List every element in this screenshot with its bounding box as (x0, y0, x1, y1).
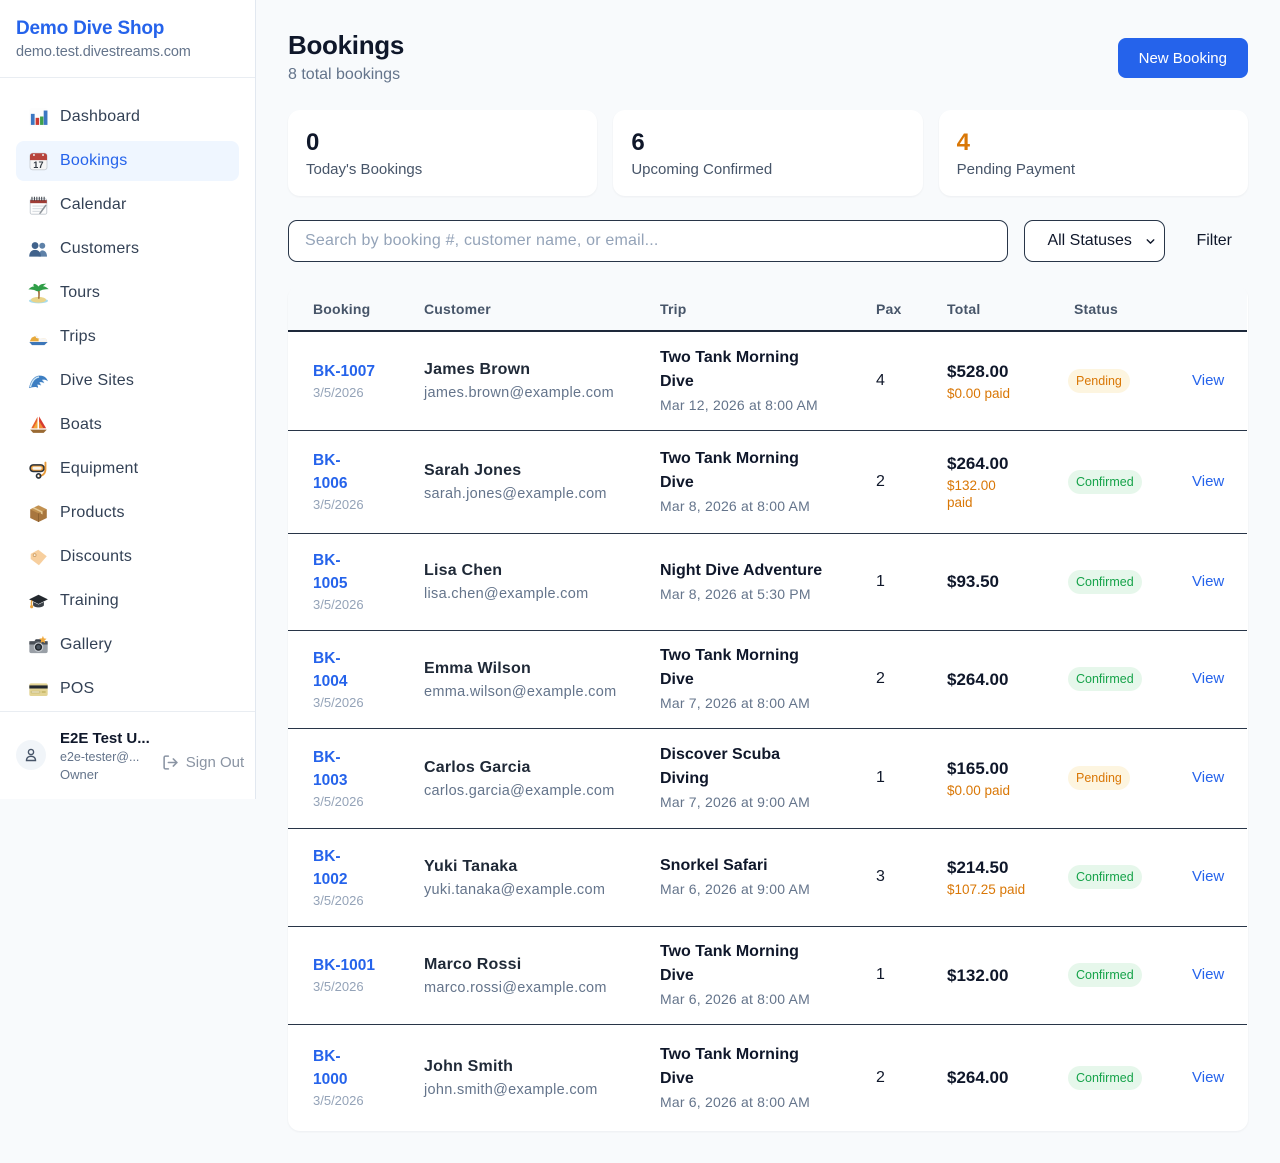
svg-text:17: 17 (33, 159, 44, 169)
